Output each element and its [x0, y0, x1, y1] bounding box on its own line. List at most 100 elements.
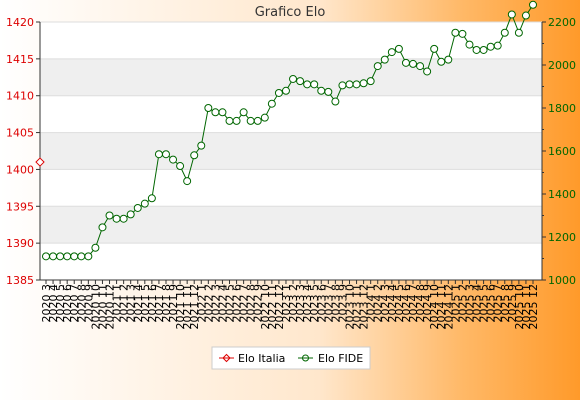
- x-tick-label: 2025 11: [520, 284, 533, 330]
- x-tick-label: 2020 6: [61, 284, 74, 323]
- x-tick-label: 2021 2: [118, 284, 131, 323]
- data-point-elo-fide: [42, 252, 50, 261]
- x-tick-label: 2022 10: [259, 284, 272, 330]
- grid-band: [40, 132, 542, 170]
- x-tick-label: 2025 8: [499, 284, 512, 323]
- x-tick-label: 2022 11: [266, 284, 279, 330]
- data-point-elo-fide: [63, 252, 72, 261]
- x-tick-label: 2021 10: [174, 284, 187, 330]
- data-point-elo-fide: [380, 55, 389, 64]
- data-point-elo-fide: [197, 141, 206, 150]
- y-right-tick-label: 1000: [548, 274, 576, 287]
- x-tick-label: 2022 3: [209, 284, 222, 323]
- chart-title: Grafico Elo: [255, 5, 326, 20]
- x-tick-label: 2023 1: [280, 284, 293, 323]
- x-tick-label: 2024 5: [393, 284, 406, 323]
- x-tick-label: 2020 3: [40, 284, 53, 323]
- x-tick-label: 2022 5: [224, 284, 237, 323]
- y-right-tick-label: 2200: [548, 16, 576, 29]
- data-point-elo-fide: [267, 99, 276, 108]
- legend-marker-elo-italia: [222, 353, 231, 363]
- x-tick-label: 2024 12: [442, 284, 455, 330]
- x-tick-label: 2024 1: [365, 284, 378, 323]
- x-tick-label: 2025 10: [513, 284, 526, 330]
- data-point-elo-fide: [239, 108, 248, 117]
- data-point-elo-fide: [49, 252, 58, 261]
- x-tick-label: 2024 3: [379, 284, 392, 323]
- data-point-elo-fide: [430, 44, 439, 53]
- data-point-elo-fide: [56, 252, 65, 261]
- data-point-elo-fide: [176, 162, 185, 171]
- x-tick-label: 2022 2: [202, 284, 215, 323]
- x-tick-label: 2021 1: [111, 284, 124, 323]
- data-point-elo-fide: [521, 11, 530, 20]
- data-point-elo-fide: [507, 10, 516, 19]
- x-tick-label: 2021 7: [153, 284, 166, 323]
- y-right-tick-label: 1400: [548, 188, 576, 201]
- x-tick-label: 2021 5: [139, 284, 152, 323]
- x-tick-label: 2020 11: [96, 284, 109, 330]
- data-point-elo-fide: [451, 28, 460, 37]
- data-point-elo-fide: [169, 155, 178, 164]
- y-left-tick-label: 1405: [6, 127, 34, 140]
- x-tick-label: 2023 5: [308, 284, 321, 323]
- y-left-tick-label: 1385: [6, 274, 34, 287]
- data-point-elo-fide: [133, 203, 142, 212]
- x-tick-label: 2021 8: [160, 284, 173, 323]
- x-tick-label: 2023 6: [315, 284, 328, 323]
- data-point-elo-fide: [423, 67, 432, 76]
- legend-label-elo-fide: Elo FIDE: [318, 352, 363, 365]
- y-left-tick-label: 1410: [6, 90, 34, 103]
- data-point-elo-fide: [486, 42, 495, 51]
- x-tick-label: 2021 4: [132, 284, 145, 323]
- data-point-elo-fide: [260, 113, 269, 122]
- legend-box: [211, 346, 371, 370]
- legend-marker-elo-fide: [302, 354, 309, 362]
- data-point-elo-fide: [409, 59, 418, 68]
- data-point-elo-fide: [500, 28, 509, 37]
- x-tick-label: 2023 4: [301, 284, 314, 323]
- data-point-elo-fide: [289, 74, 298, 83]
- y-left-tick-label: 1390: [6, 237, 34, 250]
- data-point-elo-fide: [281, 86, 290, 95]
- x-tick-label: 2020 9: [82, 284, 95, 323]
- y-left-tick-label: 1415: [6, 53, 34, 66]
- data-point-elo-fide: [105, 211, 114, 220]
- data-point-elo-fide: [401, 58, 410, 67]
- data-point-elo-fide: [77, 252, 86, 261]
- x-tick-label: 2024 2: [372, 284, 385, 323]
- x-tick-label: 2024 4: [386, 284, 399, 323]
- x-tick-label: 2021 6: [146, 284, 159, 323]
- data-point-elo-fide: [310, 80, 319, 89]
- x-tick-label: 2025 5: [478, 284, 491, 323]
- data-point-elo-fide: [529, 0, 537, 9]
- x-tick-label: 2022 1: [195, 284, 208, 323]
- x-tick-label: 2025 6: [485, 284, 498, 323]
- x-tick-label: 2020 12: [104, 284, 117, 330]
- data-point-elo-italia: [35, 157, 45, 167]
- y-left-tick-label: 1420: [6, 16, 34, 29]
- x-tick-label: 2025 7: [492, 284, 505, 323]
- x-tick-label: 2024 11: [435, 284, 448, 330]
- data-point-elo-fide: [183, 177, 192, 186]
- data-point-elo-fide: [359, 79, 368, 88]
- data-point-elo-fide: [479, 45, 488, 54]
- data-point-elo-fide: [458, 29, 467, 38]
- x-tick-label: 2021 12: [188, 284, 201, 330]
- data-point-elo-fide: [190, 151, 199, 160]
- data-point-elo-fide: [211, 108, 220, 117]
- data-point-elo-fide: [444, 55, 453, 64]
- x-tick-label: 2020 5: [54, 284, 67, 323]
- x-tick-label: 2023 3: [294, 284, 307, 323]
- x-tick-label: 2024 6: [400, 284, 413, 323]
- data-point-elo-fide: [387, 48, 396, 57]
- grid-band: [40, 206, 542, 244]
- x-tick-label: 2022 12: [273, 284, 286, 330]
- data-point-elo-fide: [98, 223, 107, 232]
- data-point-elo-fide: [225, 116, 234, 125]
- y-left-tick-label: 1400: [6, 163, 34, 176]
- x-tick-label: 2022 9: [252, 284, 265, 323]
- x-tick-label: 2025 3: [463, 284, 476, 323]
